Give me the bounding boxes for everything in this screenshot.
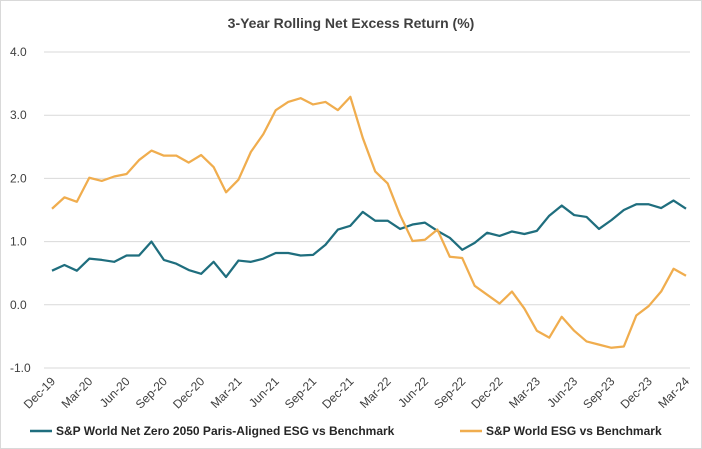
y-tick-label: -1.0 [10, 361, 31, 375]
y-tick-label: 2.0 [10, 171, 27, 185]
y-tick-label: 3.0 [10, 108, 27, 122]
y-tick-label: 0.0 [10, 298, 27, 312]
y-tick-label: 4.0 [10, 45, 27, 59]
series-line [51, 95, 687, 349]
legend-label: S&P World Net Zero 2050 Paris-Aligned ES… [56, 424, 395, 438]
series-line [51, 199, 687, 279]
y-tick-label: 1.0 [10, 235, 27, 249]
legend-label: S&P World ESG vs Benchmark [486, 424, 662, 438]
chart-title: 3-Year Rolling Net Excess Return (%) [228, 15, 475, 31]
